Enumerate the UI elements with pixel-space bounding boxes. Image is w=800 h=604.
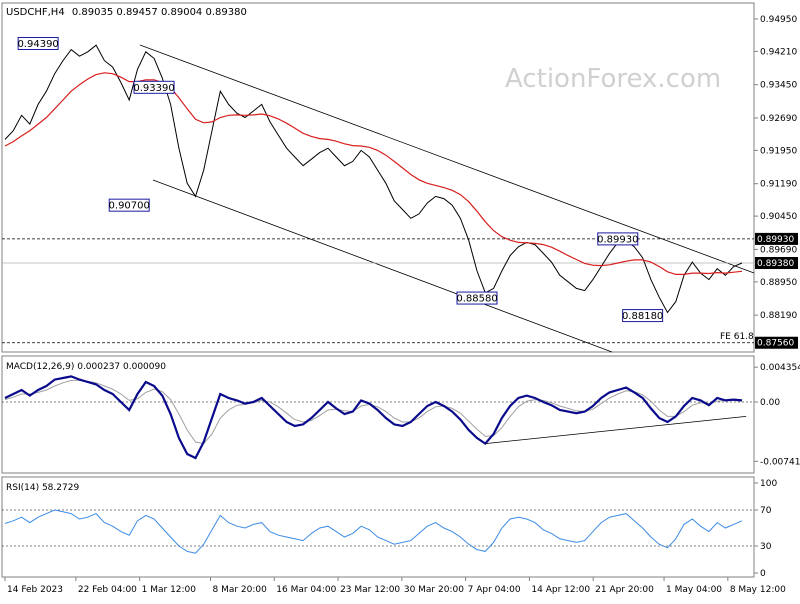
- price-tick-label: 0.91950: [760, 146, 797, 156]
- macd-axis: 0.004354 0.00 -0.007417: [754, 363, 800, 467]
- macd-panel-frame: [1, 355, 755, 474]
- time-tick-label: 8 May 12:00: [730, 585, 786, 595]
- rsi-panel-frame: [1, 476, 755, 578]
- level-tag-label: 0.87560: [757, 339, 794, 349]
- swing-level-labels: 0.94390 0.93390 0.90700 0.88580 0.89930 0.881…: [17, 36, 664, 323]
- swing-label-text: 0.88580: [456, 294, 497, 305]
- swing-label-text: 0.88180: [622, 311, 663, 322]
- price-panel-frame: [1, 2, 755, 353]
- price-tick-label: 0.94210: [760, 47, 797, 57]
- rsi-line: [4, 509, 743, 554]
- time-tick-label: 16 Mar 04:00: [276, 585, 336, 595]
- time-tick-label: 1 May 04:00: [666, 585, 722, 595]
- swing-label-text: 0.93390: [133, 83, 174, 94]
- time-tick-label: 30 Mar 20:00: [404, 585, 464, 595]
- swing-label-box: [17, 36, 59, 50]
- upper-channel-line: [139, 44, 755, 274]
- time-tick-label: 23 Mar 12:00: [340, 585, 400, 595]
- current-price-box: [755, 257, 798, 269]
- time-tick-label: 21 Apr 20:00: [595, 585, 654, 595]
- level-tag-box: [755, 232, 798, 245]
- price-tick-label: 0.93450: [760, 81, 797, 91]
- moving-average-line: [4, 72, 743, 275]
- level-tag-box: [755, 336, 798, 349]
- price-tick-label: 0.90450: [760, 212, 797, 222]
- macd-tick-label: 0.004354: [760, 363, 800, 373]
- time-tick-label: 7 Apr 04:00: [468, 585, 521, 595]
- price-tick-label: 0.88950: [760, 278, 797, 288]
- rsi-axis: 100 70 30 0: [2, 479, 777, 579]
- rsi-tick-label: 100: [760, 479, 777, 489]
- price-tick-label: 0.88190: [760, 311, 797, 321]
- swing-label-box: [597, 232, 639, 246]
- macd-tick-label: -0.007417: [760, 457, 800, 467]
- price-tick-label: 0.92690: [760, 114, 797, 124]
- time-tick-label: 22 Feb 04:00: [78, 585, 137, 595]
- swing-label-text: 0.90700: [109, 201, 150, 212]
- macd-title: MACD(12,26,9) 0.000237 0.000090: [6, 362, 166, 372]
- watermark: ActionForex.com: [505, 64, 721, 94]
- price-header: USDCHF,H4 0.89035 0.89457 0.89004 0.8938…: [6, 7, 247, 18]
- macd-trendline: [485, 416, 747, 444]
- price-axis: 0.94950 0.94210 0.93450 0.92690 0.91950 0.911…: [754, 15, 797, 321]
- rsi-tick-label: 0: [760, 569, 766, 579]
- symbol-label: USDCHF,H4: [6, 7, 65, 18]
- time-tick-label: 1 Mar 12:00: [142, 585, 197, 595]
- macd-tick-label: 0.00: [760, 398, 780, 408]
- time-axis: 14 Feb 2023 22 Feb 04:00 1 Mar 12:00 8 Mar …: [4, 577, 786, 595]
- time-tick-label: 14 Feb 2023: [7, 585, 63, 595]
- rsi-tick-label: 30: [760, 542, 772, 552]
- time-tick-label: 8 Mar 20:00: [213, 585, 268, 595]
- rsi-tick-label: 70: [760, 506, 772, 516]
- swing-label-box: [133, 80, 175, 94]
- ohlc-label: 0.89035 0.89457 0.89004 0.89380: [72, 7, 247, 18]
- price-tick-label: 0.89690: [760, 245, 797, 255]
- macd-line: [4, 375, 743, 460]
- swing-label-text: 0.89930: [597, 234, 638, 245]
- lower-channel-line: [152, 179, 613, 353]
- swing-label-box: [622, 309, 664, 323]
- rsi-title: RSI(14) 58.2729: [6, 483, 79, 493]
- swing-label-text: 0.94390: [17, 39, 58, 50]
- price-levels: 0.89930 0.87560 0.89380: [2, 232, 798, 349]
- time-tick-label: 14 Apr 12:00: [531, 585, 590, 595]
- fe-label: FE 61.8: [720, 332, 754, 342]
- current-price-label: 0.89380: [757, 259, 794, 269]
- level-tag-label: 0.89930: [757, 235, 794, 245]
- price-tick-label: 0.91190: [760, 180, 797, 190]
- swing-label-box: [456, 291, 498, 305]
- swing-label-box: [108, 198, 150, 212]
- price-tick-label: 0.94950: [760, 15, 797, 25]
